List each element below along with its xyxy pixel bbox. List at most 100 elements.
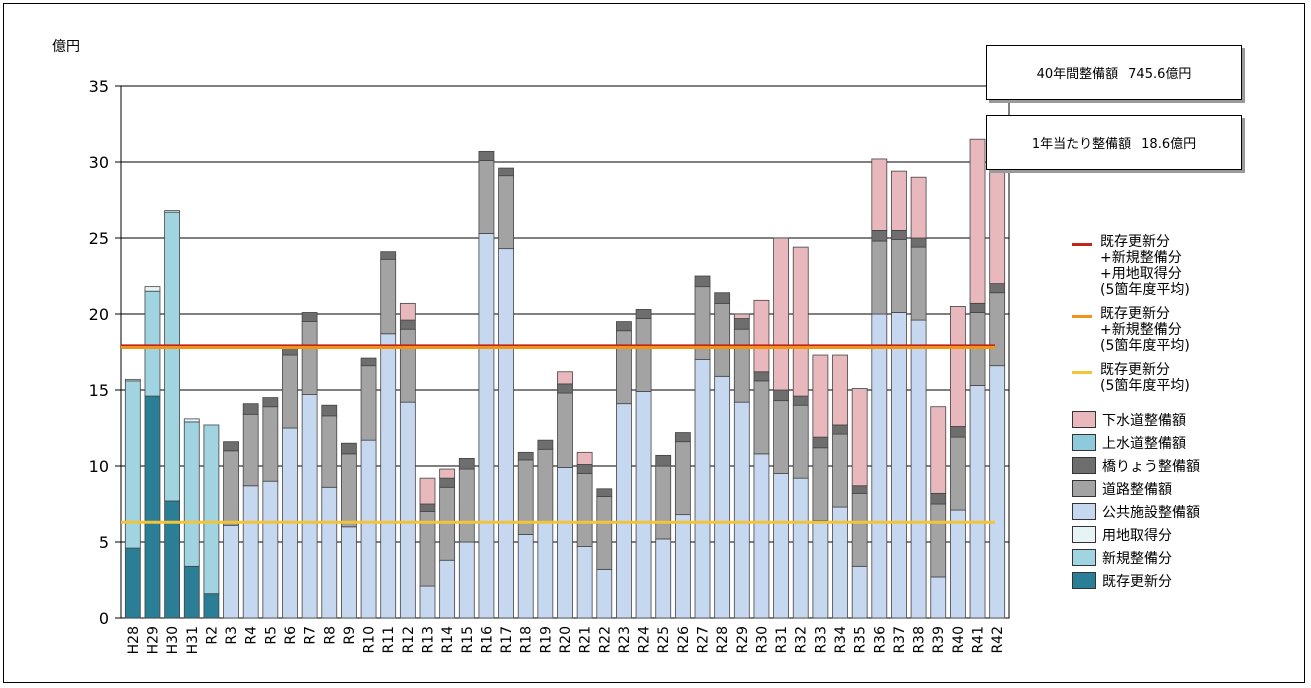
x-tick-label: R32	[794, 626, 810, 654]
legend-line-label: 既存更新分 +新規整備分 (5箇年度平均)	[1100, 306, 1190, 354]
x-tick-label: R14	[440, 626, 456, 654]
legend-line-swatch	[1072, 315, 1092, 318]
bar-segment	[498, 175, 514, 250]
bar-segment	[949, 305, 966, 427]
bar-segment	[930, 503, 947, 578]
bar-segment	[144, 286, 161, 292]
bar-segment	[498, 248, 514, 619]
bar-segment	[655, 538, 672, 619]
bar-segment	[773, 473, 789, 619]
bar-segment	[360, 365, 377, 441]
bar-segment	[910, 246, 927, 321]
bar-segment	[478, 160, 495, 234]
x-tick-label: R35	[853, 626, 869, 654]
bar-segment	[301, 312, 318, 323]
bar-segment	[714, 375, 731, 619]
bar-segment	[183, 418, 200, 423]
x-tick-label: R38	[912, 626, 928, 654]
x-tick-label: R7	[303, 626, 319, 645]
bar-segment	[380, 333, 397, 619]
bar-segment	[517, 534, 534, 619]
bar-segment	[282, 354, 298, 429]
x-tick-label: R37	[892, 626, 908, 654]
x-tick-label: R8	[322, 626, 338, 645]
x-tick-label: H29	[145, 626, 161, 654]
annual-value: 18.6億円	[1141, 137, 1197, 152]
legend-line-label: 既存更新分 (5箇年度平均)	[1100, 362, 1190, 394]
x-tick-label: R9	[342, 626, 358, 645]
bar-segment	[871, 158, 888, 231]
legend-label: 橋りょう整備額	[1102, 458, 1200, 475]
bar-segment	[753, 453, 770, 619]
bar-segment	[674, 432, 691, 443]
bar-segment	[969, 302, 986, 313]
bar-segment	[399, 302, 416, 321]
legend-line-swatch	[1072, 371, 1092, 374]
stacked-bar-chart: 0 5 10 15 20 25 30 35 億円 H28 H29 H30 H31 R2 R3 R4 R5 R6 R7…	[52, 39, 1010, 654]
x-tick-label: H28	[126, 626, 142, 654]
bar-segment	[851, 492, 868, 567]
bar-segment	[616, 403, 632, 619]
bar-segment	[930, 406, 947, 494]
bar-segment	[341, 526, 357, 619]
x-tick-label: R16	[479, 626, 495, 654]
x-tick-label: R40	[951, 626, 967, 654]
bar-segment	[537, 439, 554, 450]
x-tick-label: R21	[578, 626, 594, 654]
x-tick-label: R39	[931, 626, 947, 654]
bar-segment	[124, 378, 141, 382]
bar-segment	[183, 421, 200, 567]
bar-segment	[989, 283, 1006, 294]
bar-segment	[733, 401, 750, 619]
bar-segment	[498, 167, 514, 177]
bar-segment	[655, 454, 672, 467]
bar-segment	[949, 426, 966, 438]
bar-segment	[439, 477, 456, 488]
bar-segment	[321, 486, 338, 619]
bar-segment	[812, 436, 829, 449]
bar-segment	[242, 413, 259, 487]
x-tick-label: R18	[519, 626, 535, 654]
annual-info-box: 1年当たり整備額 18.6億円	[986, 115, 1242, 170]
x-tick-label: R4	[244, 626, 260, 645]
bar-segment	[753, 299, 770, 373]
y-tick-label: 10	[89, 457, 109, 476]
bar-segment	[596, 495, 613, 570]
bar-segment	[262, 406, 279, 482]
x-tick-label: R28	[715, 626, 731, 654]
legend-line-swatch	[1072, 243, 1092, 246]
bar-segment	[439, 559, 456, 619]
legend: 既存更新分 +新規整備分 +用地取得分 (5箇年度平均) 既存更新分 +新規整備分 (5箇年…	[1072, 234, 1252, 592]
bar-segment	[164, 211, 181, 502]
legend-swatch	[1072, 457, 1096, 474]
bar-segment	[655, 465, 672, 540]
bar-segment	[674, 441, 691, 516]
x-tick-label: R41	[971, 626, 987, 654]
bar-segment	[321, 415, 338, 488]
bar-segment	[674, 514, 691, 619]
legend-box-item: 既存更新分	[1072, 569, 1252, 592]
bar-segment	[360, 439, 377, 619]
bar-segment	[399, 401, 416, 619]
bar-segment	[733, 328, 750, 403]
legend-label: 道路整備額	[1102, 481, 1172, 498]
legend-box-item: 橋りょう整備額	[1072, 454, 1252, 477]
bar-segment	[792, 246, 809, 397]
bar-segment	[341, 442, 357, 455]
bar-segment	[969, 312, 986, 386]
bar-segment	[262, 397, 279, 408]
y-tick-label: 25	[89, 229, 109, 248]
x-tick-label: R5	[263, 626, 279, 645]
y-tick-label: 5	[99, 533, 109, 552]
bar-segment	[910, 176, 927, 239]
bar-segment	[360, 357, 377, 367]
bar-segment	[969, 385, 986, 619]
bar-segment	[812, 447, 829, 522]
x-tick-label: R26	[676, 626, 692, 654]
bar-segment	[871, 229, 888, 242]
bar-segment	[576, 473, 593, 547]
bar-segment	[773, 400, 789, 475]
bar-segment	[596, 488, 613, 497]
bar-segment	[812, 520, 829, 619]
bar-segment	[851, 388, 868, 487]
